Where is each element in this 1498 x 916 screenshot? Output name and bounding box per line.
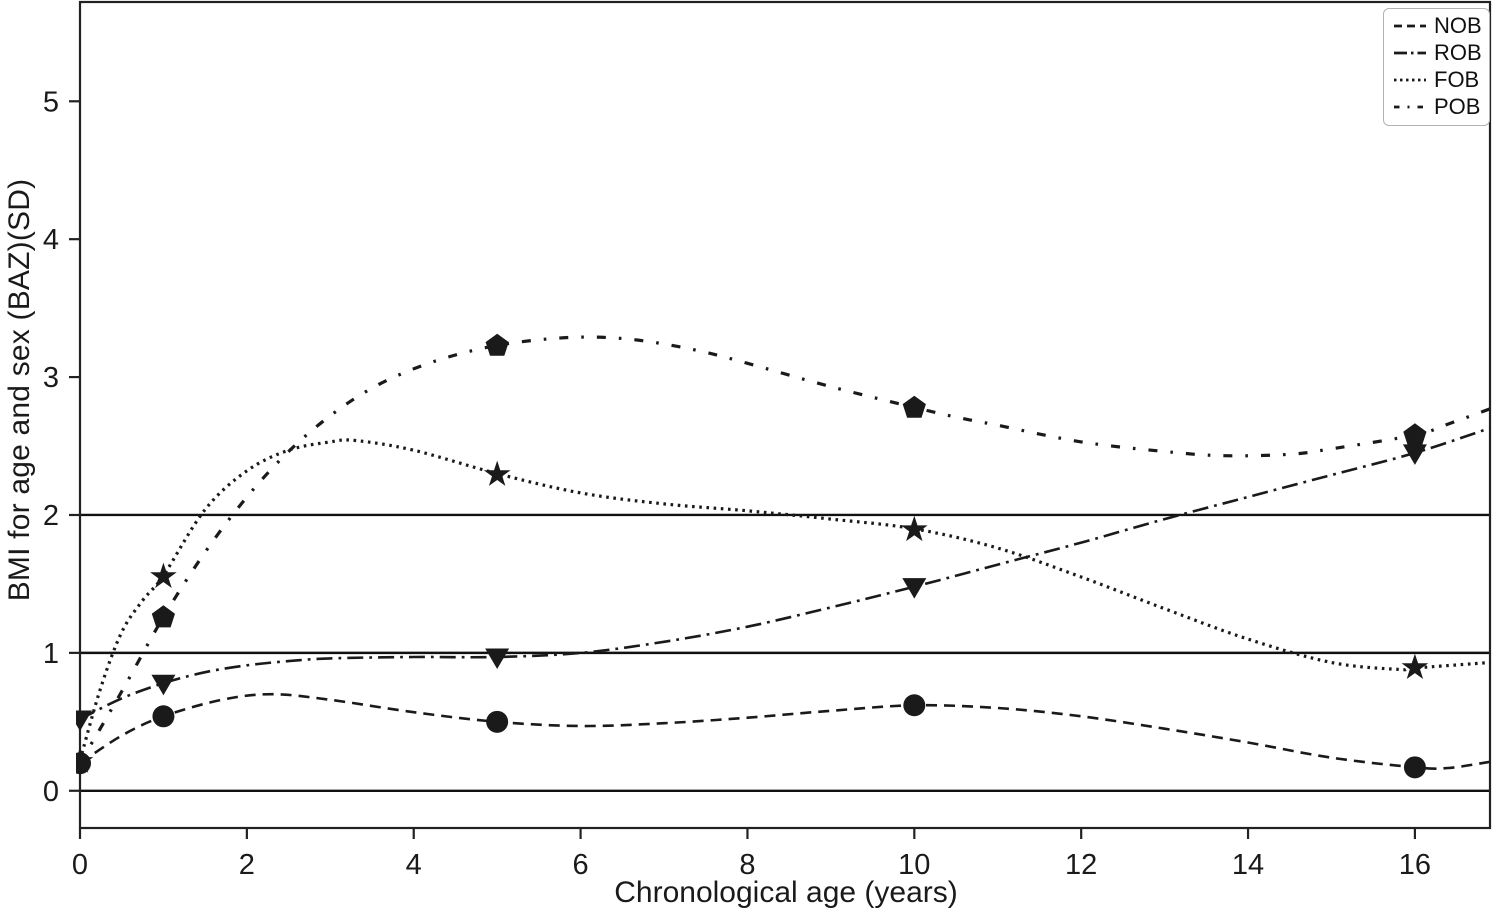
y-tick-label: 2 — [43, 500, 59, 532]
marker-circle — [486, 710, 509, 733]
marker-triangle-down — [151, 674, 176, 696]
marker-triangle-down — [902, 578, 927, 599]
x-tick-label: 2 — [239, 849, 255, 881]
x-tick-label: 10 — [898, 849, 930, 881]
x-tick-label: 4 — [406, 849, 422, 881]
marker-star — [150, 562, 177, 588]
pob-sparse-dashdot-line-icon — [1394, 105, 1426, 108]
series-line-rob — [79, 426, 1491, 721]
marker-circle — [152, 705, 175, 728]
nob-dashed-line-icon — [1394, 24, 1426, 27]
marker-star — [1401, 653, 1429, 679]
marker-triangle-down — [1402, 444, 1427, 465]
x-tick-label: 14 — [1232, 849, 1264, 881]
legend: NOB ROB FOB POB — [1383, 8, 1490, 126]
marker-triangle-down — [76, 710, 92, 732]
legend-label-nob: NOB — [1434, 12, 1482, 38]
legend-item-fob: FOB — [1393, 66, 1489, 93]
series-line-pob — [78, 335, 1491, 765]
legend-item-rob: ROB — [1393, 39, 1489, 66]
marker-star — [901, 515, 928, 542]
legend-label-pob: POB — [1434, 93, 1481, 119]
rob-dashdot-line-icon — [1394, 51, 1426, 54]
marker-pentagon — [902, 395, 926, 418]
fob-dotted-line-icon — [1394, 78, 1426, 81]
y-axis-title: BMI for age and sex (BAZ)(SD) — [3, 178, 36, 602]
x-tick-label: 0 — [72, 849, 88, 881]
legend-label-fob: FOB — [1434, 66, 1480, 92]
marker-pentagon — [485, 333, 509, 356]
y-tick-label: 1 — [43, 638, 59, 670]
x-axis-title: Chronological age (years) — [614, 876, 958, 909]
y-tick-label: 4 — [43, 224, 59, 256]
series-line-nob — [79, 692, 1491, 770]
legend-label-rob: ROB — [1434, 39, 1482, 65]
marker-triangle-down — [485, 648, 510, 670]
x-tick-label: 12 — [1065, 849, 1097, 881]
marker-pentagon — [1403, 423, 1427, 446]
marker-circle — [903, 694, 926, 717]
marker-star — [483, 460, 511, 486]
marker-star — [76, 747, 94, 773]
marker-circle — [1403, 756, 1426, 779]
plot-frame — [78, 0, 1492, 830]
x-tick-label: 6 — [573, 849, 589, 881]
y-tick-label: 0 — [43, 776, 59, 808]
y-tick-label: 3 — [43, 362, 59, 394]
legend-item-pob: POB — [1393, 93, 1489, 120]
marker-pentagon — [151, 605, 175, 628]
series-line-fob — [78, 438, 1491, 761]
y-tick-label: 5 — [43, 86, 59, 118]
x-tick-label: 8 — [739, 849, 755, 881]
legend-item-nob: NOB — [1393, 12, 1489, 39]
x-tick-label: 16 — [1399, 849, 1431, 881]
